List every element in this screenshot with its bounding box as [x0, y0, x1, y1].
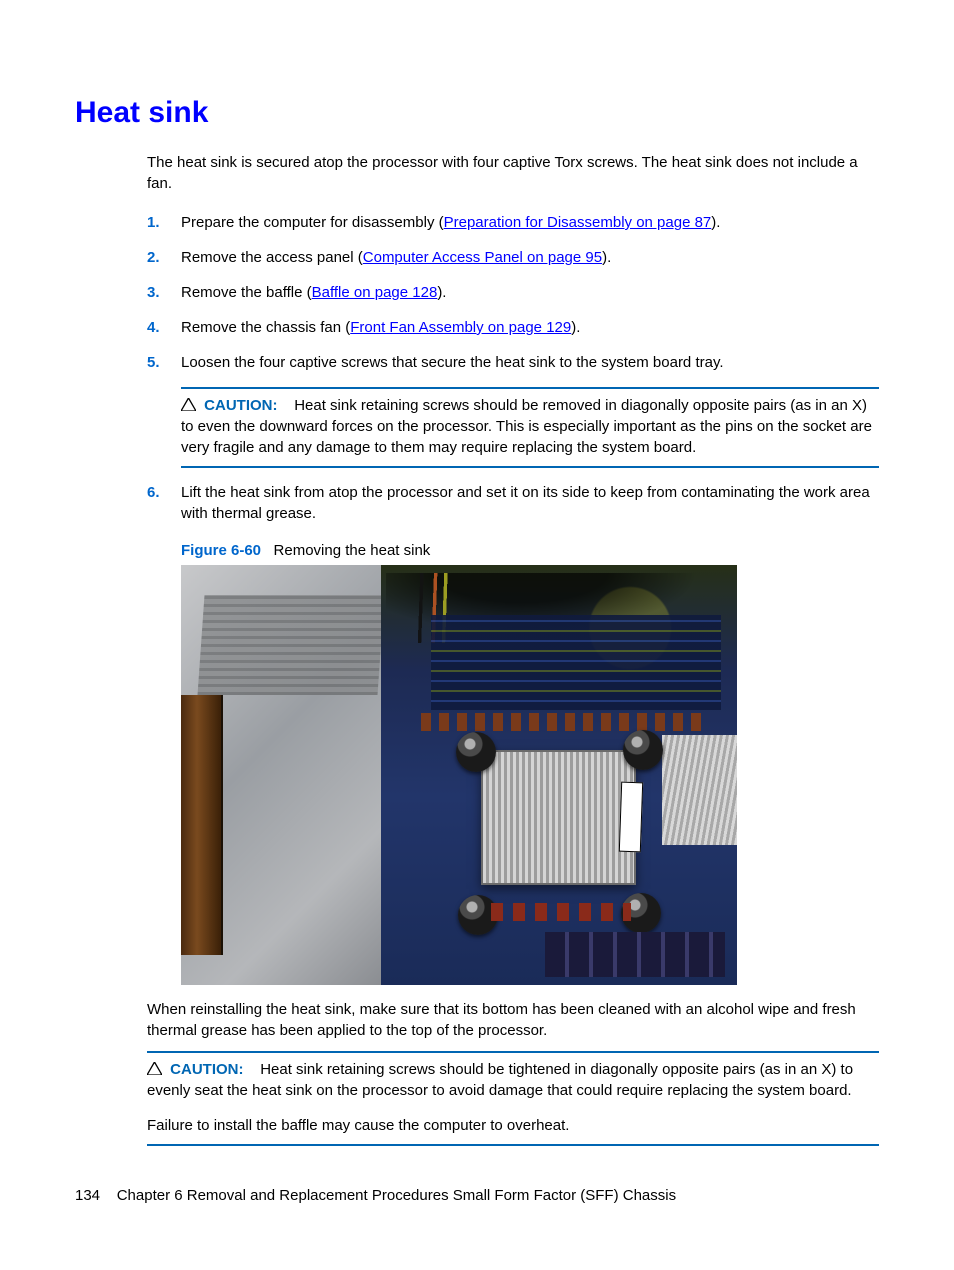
link-front-fan[interactable]: Front Fan Assembly on page 129	[350, 319, 571, 336]
step-number: 6.	[147, 482, 160, 503]
intro-text: The heat sink is secured atop the proces…	[147, 152, 879, 194]
caution-para-1: CAUTION: Heat sink retaining screws shou…	[147, 1059, 879, 1101]
step-text: Lift the heat sink from atop the process…	[181, 484, 870, 522]
step-text: Prepare the computer for disassembly (Pr…	[181, 214, 720, 231]
caution-box-2: CAUTION: Heat sink retaining screws shou…	[147, 1051, 879, 1146]
step-6: 6. Lift the heat sink from atop the proc…	[147, 482, 879, 985]
step-text: Loosen the four captive screws that secu…	[181, 354, 724, 371]
link-access-panel[interactable]: Computer Access Panel on page 95	[363, 249, 602, 266]
step-number: 5.	[147, 352, 160, 373]
figure-caption	[265, 542, 273, 559]
steps-list: 1. Prepare the computer for disassembly …	[147, 212, 879, 373]
section-heading: Heat sink	[75, 92, 879, 134]
page-footer: 134 Chapter 6 Removal and Replacement Pr…	[75, 1185, 676, 1206]
caution-label: CAUTION:	[204, 397, 277, 414]
caution-icon	[147, 1062, 162, 1075]
step-text: Remove the chassis fan (Front Fan Assemb…	[181, 319, 580, 336]
step-5: 5. Loosen the four captive screws that s…	[147, 352, 879, 373]
page-number: 134	[75, 1187, 100, 1204]
figure-block: Figure 6-60 Removing the heat sink	[181, 540, 879, 985]
heatsink-photo	[181, 565, 737, 985]
step-2: 2. Remove the access panel (Computer Acc…	[147, 247, 879, 268]
step-number: 4.	[147, 317, 160, 338]
caution-para-2: Failure to install the baffle may cause …	[147, 1115, 879, 1136]
figure-caption-text: Removing the heat sink	[274, 542, 431, 559]
steps-list-2: 6. Lift the heat sink from atop the proc…	[147, 482, 879, 985]
reinstall-text: When reinstalling the heat sink, make su…	[147, 999, 879, 1041]
content-area: The heat sink is secured atop the proces…	[75, 152, 879, 1146]
step-text: Remove the access panel (Computer Access…	[181, 249, 611, 266]
link-prep-disassembly[interactable]: Preparation for Disassembly on page 87	[444, 214, 712, 231]
step-4: 4. Remove the chassis fan (Front Fan Ass…	[147, 317, 879, 338]
caution-icon	[181, 398, 196, 411]
link-baffle[interactable]: Baffle on page 128	[312, 284, 438, 301]
chapter-title: Chapter 6 Removal and Replacement Proced…	[117, 1187, 676, 1204]
step-text: Remove the baffle (Baffle on page 128).	[181, 284, 446, 301]
caution-label: CAUTION:	[170, 1061, 243, 1078]
step-number: 2.	[147, 247, 160, 268]
step-1: 1. Prepare the computer for disassembly …	[147, 212, 879, 233]
step-number: 3.	[147, 282, 160, 303]
step-number: 1.	[147, 212, 160, 233]
caution-text	[282, 397, 295, 414]
step-3: 3. Remove the baffle (Baffle on page 128…	[147, 282, 879, 303]
caution-box-1: CAUTION: Heat sink retaining screws shou…	[181, 387, 879, 468]
page: Heat sink The heat sink is secured atop …	[0, 0, 954, 1270]
figure-label: Figure 6-60	[181, 542, 261, 559]
